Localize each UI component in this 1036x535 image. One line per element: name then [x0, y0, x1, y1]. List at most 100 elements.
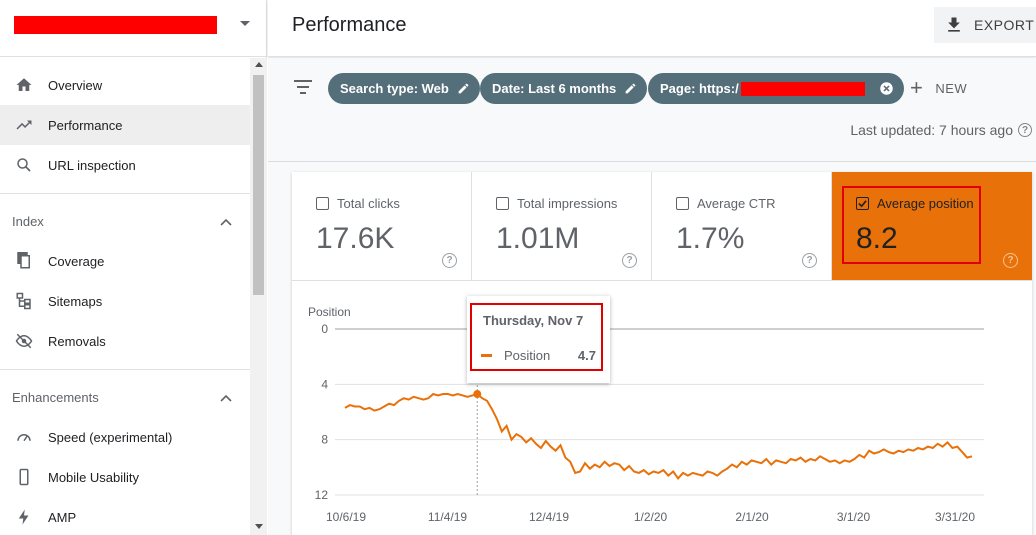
metric-total-clicks[interactable]: Total clicks 17.6K ?	[292, 172, 472, 281]
eye-off-icon	[0, 332, 48, 350]
sidebar-item-label: Performance	[48, 117, 123, 133]
sidebar-item-label: AMP	[48, 509, 77, 525]
y-tick-label: 0	[321, 322, 328, 336]
x-tick-label: 10/6/19	[326, 510, 366, 524]
scroll-down-arrow-icon[interactable]	[255, 524, 263, 529]
filter-chip-page[interactable]: Page: https:/	[648, 73, 904, 104]
x-tick-label: 2/1/20	[735, 510, 769, 524]
divider	[0, 369, 250, 370]
redacted-property-name	[14, 16, 217, 34]
help-icon[interactable]: ?	[802, 253, 817, 268]
checkbox-icon[interactable]	[676, 197, 689, 210]
checkbox-checked-icon[interactable]	[856, 197, 869, 210]
tooltip-value: 4.7	[577, 348, 596, 363]
new-filter-button[interactable]: + NEW	[910, 75, 968, 100]
metric-label-text: Average CTR	[697, 196, 776, 211]
caret-down-icon[interactable]	[240, 21, 250, 26]
metric-label: Total impressions	[496, 196, 617, 211]
sidebar-scrollbar-thumb[interactable]	[253, 75, 264, 295]
y-axis-title: Position	[308, 305, 351, 319]
edit-pencil-icon[interactable]	[624, 82, 637, 95]
home-icon	[0, 76, 48, 94]
help-icon[interactable]: ?	[1003, 253, 1018, 268]
x-axis-ticks: 10/6/19 11/4/19 12/4/19 1/2/20 2/1/20 3/1/20 3…	[326, 510, 975, 524]
scroll-up-arrow-icon[interactable]	[255, 62, 263, 67]
filter-chip-search-type[interactable]: Search type: Web	[328, 73, 480, 104]
metric-value: 1.01M	[496, 222, 580, 255]
filter-chip-date[interactable]: Date: Last 6 months	[480, 73, 648, 104]
export-button[interactable]: EXPORT	[934, 7, 1036, 43]
help-icon[interactable]: ?	[1018, 123, 1032, 137]
checkbox-icon[interactable]	[316, 197, 329, 210]
section-title: Enhancements	[12, 390, 99, 405]
metric-total-impressions[interactable]: Total impressions 1.01M ?	[472, 172, 652, 281]
tooltip-row: Position 4.7	[481, 348, 596, 363]
y-tick-label: 4	[321, 377, 328, 391]
x-tick-label: 1/2/20	[634, 510, 668, 524]
help-icon[interactable]: ?	[442, 253, 457, 268]
series-line-position[interactable]	[344, 392, 973, 481]
trending-up-icon	[0, 116, 48, 134]
top-header: Performance EXPORT	[268, 0, 1036, 57]
section-index-header[interactable]: Index	[12, 214, 232, 229]
chip-label: Page: https:/	[660, 81, 739, 96]
x-tick-label: 11/4/19	[428, 510, 467, 524]
last-updated-text: Last updated: 7 hours ago	[850, 122, 1013, 138]
help-icon[interactable]: ?	[622, 253, 637, 268]
highlight-annotation-box	[470, 303, 603, 371]
metric-label-text: Total clicks	[337, 196, 400, 211]
y-tick-label: 8	[321, 433, 328, 447]
sidebar-item-overview[interactable]: Overview	[0, 65, 250, 105]
sitemap-icon	[0, 292, 48, 310]
sidebar-item-sitemaps[interactable]: Sitemaps	[0, 281, 250, 321]
property-selector[interactable]	[0, 0, 266, 57]
filter-icon[interactable]	[294, 80, 312, 94]
chip-label: Search type: Web	[340, 81, 449, 96]
sidebar-item-label: URL inspection	[48, 157, 136, 173]
sidebar-item-performance[interactable]: Performance	[0, 105, 250, 145]
chevron-up-icon[interactable]	[220, 218, 232, 226]
x-tick-label: 12/4/19	[529, 510, 569, 524]
filter-bar: Search type: Web Date: Last 6 months Pag…	[268, 58, 1036, 162]
sidebar-item-label: Sitemaps	[48, 293, 103, 309]
metric-average-ctr[interactable]: Average CTR 1.7% ?	[652, 172, 832, 281]
metric-label: Total clicks	[316, 196, 400, 211]
sidebar-item-label: Speed (experimental)	[48, 429, 173, 445]
x-tick-label: 3/31/20	[935, 510, 975, 524]
edit-pencil-icon[interactable]	[457, 82, 470, 95]
sidebar-item-coverage[interactable]: Coverage	[0, 241, 250, 281]
bolt-icon	[0, 508, 48, 526]
redacted-page-url	[740, 81, 865, 96]
sidebar: Overview Performance URL inspection Inde…	[0, 0, 267, 535]
speedometer-icon	[0, 428, 48, 446]
clear-circle-icon[interactable]	[879, 81, 894, 96]
sidebar-item-speed[interactable]: Speed (experimental)	[0, 417, 250, 457]
sidebar-item-url-inspection[interactable]: URL inspection	[0, 145, 250, 185]
y-tick-label: 12	[315, 488, 329, 502]
plus-icon: +	[910, 75, 924, 100]
hover-point	[473, 390, 482, 399]
chart-gridlines	[335, 328, 984, 496]
section-enhancements-header[interactable]: Enhancements	[12, 390, 232, 405]
download-icon	[948, 17, 960, 32]
checkbox-icon[interactable]	[496, 197, 509, 210]
chevron-up-icon[interactable]	[220, 394, 232, 402]
divider	[0, 193, 250, 194]
x-tick-label: 3/1/20	[837, 510, 871, 524]
sidebar-item-mobile-usability[interactable]: Mobile Usability	[0, 457, 250, 497]
metric-average-position[interactable]: Average position 8.2 ?	[832, 172, 1032, 281]
highlight-annotation-box	[842, 186, 981, 264]
sidebar-item-removals[interactable]: Removals	[0, 321, 250, 361]
last-updated: Last updated: 7 hours ago ?	[850, 122, 1032, 138]
sidebar-item-label: Coverage	[48, 253, 105, 269]
metric-value: 17.6K	[316, 222, 395, 255]
tooltip-series-name: Position	[504, 348, 551, 363]
sidebar-item-label: Overview	[48, 77, 103, 93]
chip-label: Date: Last 6 months	[492, 81, 617, 96]
sidebar-item-amp[interactable]: AMP	[0, 497, 250, 535]
phone-icon	[0, 468, 48, 486]
new-label: NEW	[935, 80, 968, 96]
copy-icon	[0, 252, 48, 270]
metric-value: 8.2	[856, 222, 898, 255]
